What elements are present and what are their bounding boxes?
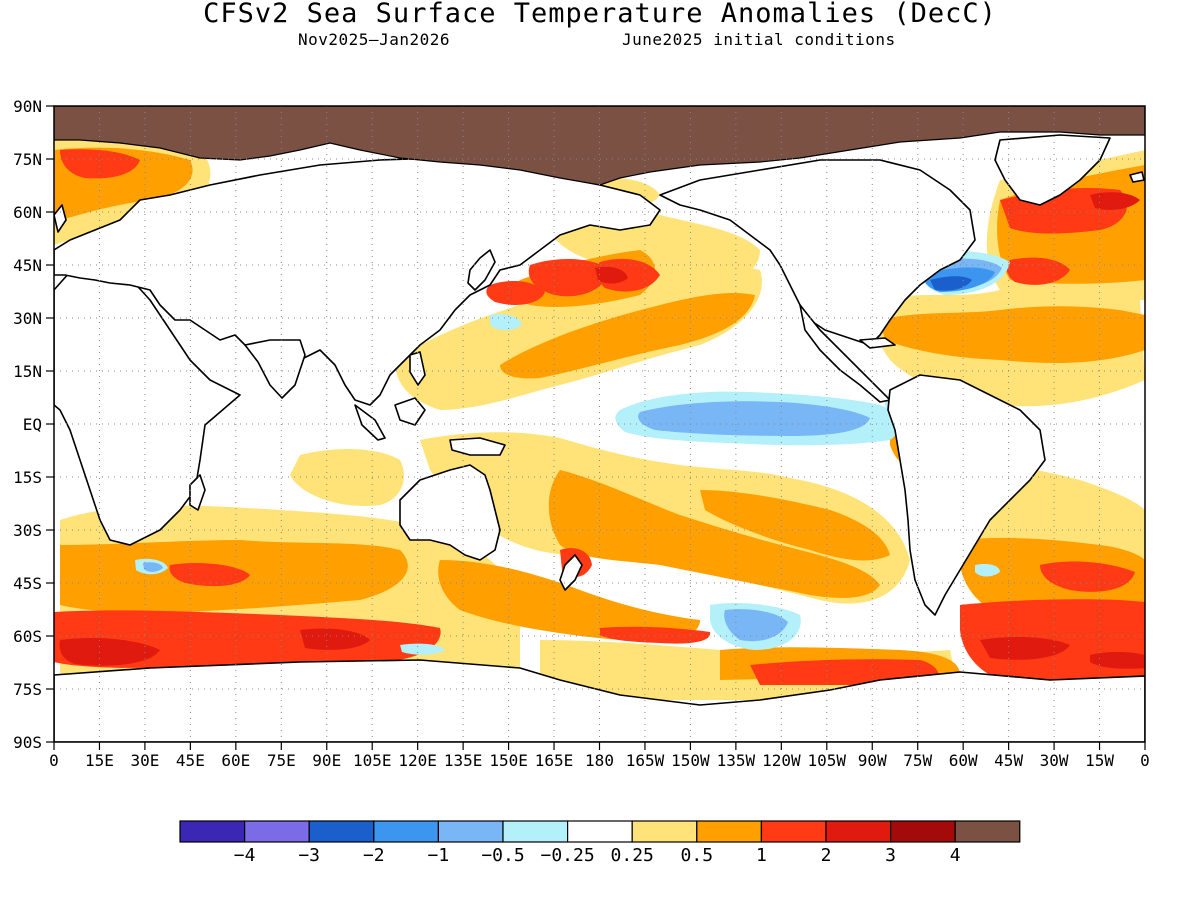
longitude-label: 165W xyxy=(626,751,665,770)
anomaly-fill-very-hot xyxy=(59,192,1145,669)
latitude-label: EQ xyxy=(23,415,42,434)
colorbar-swatch xyxy=(502,820,569,843)
latitude-label: 90N xyxy=(13,97,42,116)
graticule xyxy=(54,106,1145,742)
colorbar-label: 0.5 xyxy=(681,845,714,866)
colorbar-label: 1 xyxy=(756,845,767,866)
antarctica xyxy=(54,659,1145,742)
longitude-label: 105E xyxy=(353,751,392,770)
colorbar-swatch xyxy=(244,820,310,843)
british-isles xyxy=(54,204,67,233)
longitude-label: 120E xyxy=(398,751,437,770)
longitude-label: 45E xyxy=(176,751,205,770)
longitude-label: 60W xyxy=(949,751,978,770)
iceland xyxy=(1129,171,1145,183)
longitude-label: 180 xyxy=(585,751,614,770)
cuba xyxy=(859,337,896,349)
longitude-label: 150W xyxy=(671,751,710,770)
eurasia xyxy=(54,157,661,406)
longitude-label: 150E xyxy=(489,751,528,770)
longitude-label: 75W xyxy=(903,751,932,770)
colorbar-label: −0.5 xyxy=(481,845,524,866)
india xyxy=(244,339,306,399)
colorbar-swatch xyxy=(760,820,827,843)
longitude-label: 135W xyxy=(717,751,756,770)
colorbar-label: 0.25 xyxy=(611,845,654,866)
colorbar-swatch xyxy=(437,820,504,843)
longitude-label: 90E xyxy=(312,751,341,770)
latitude-label: 75N xyxy=(13,150,42,169)
latitude-label: 90S xyxy=(13,733,42,752)
longitude-label: 30E xyxy=(130,751,159,770)
south-america xyxy=(887,374,1046,616)
colorbar-label: 3 xyxy=(885,845,896,866)
latitude-label: 60N xyxy=(13,203,42,222)
longitude-label: 15E xyxy=(85,751,114,770)
philippines xyxy=(409,351,426,386)
longitude-label: 105W xyxy=(808,751,847,770)
latitude-label: 30N xyxy=(13,309,42,328)
longitude-label: 120W xyxy=(762,751,801,770)
central-america xyxy=(799,304,891,403)
colorbar-swatch xyxy=(954,820,1021,843)
longitude-label: 135E xyxy=(444,751,483,770)
latitude-labels: 90N 75N 60N 45N 30N 15N EQ 15S 30S 45S 60S 75S 90S xyxy=(13,97,54,752)
colorbar-swatch xyxy=(631,820,698,843)
longitude-label: 60E xyxy=(221,751,250,770)
longitude-labels: 0 15E 30E 45E 60E 75E 90E 105E 120E 135E 150E 165E 1… xyxy=(49,742,1150,770)
colorbar-swatch xyxy=(308,820,375,843)
australia xyxy=(399,464,501,561)
colorbar-swatch xyxy=(179,820,246,843)
latitude-label: 45N xyxy=(13,256,42,275)
initial-conditions: June2025 initial conditions xyxy=(622,30,896,49)
colorbar-label: −3 xyxy=(298,845,320,866)
arctic-mask xyxy=(54,106,1145,186)
japan xyxy=(467,249,496,291)
latitude-label: 30S xyxy=(13,521,42,540)
colorbar-swatch xyxy=(889,820,956,843)
longitude-label: 75E xyxy=(267,751,296,770)
longitude-label: 0 xyxy=(49,751,59,770)
colorbar: −4 −3 −2 −1 −0.5 −0.25 0.25 0.5 1 2 3 4 xyxy=(179,820,1021,866)
colorbar-swatch xyxy=(696,820,762,843)
colorbar-swatch xyxy=(566,820,633,843)
north-america xyxy=(659,159,976,346)
colorbar-label: −4 xyxy=(234,845,256,866)
latitude-label: 60S xyxy=(13,627,42,646)
colorbar-label: −0.25 xyxy=(541,845,595,866)
colorbar-label: −1 xyxy=(428,845,450,866)
colorbar-swatch xyxy=(825,820,892,843)
new-guinea xyxy=(449,437,506,456)
sumatra xyxy=(354,404,386,441)
latitude-label: 15N xyxy=(13,362,42,381)
colorbar-label: 2 xyxy=(821,845,832,866)
longitude-label: 0 xyxy=(1140,751,1150,770)
colorbar-label: 4 xyxy=(950,845,961,866)
latitude-label: 15S xyxy=(13,468,42,487)
longitude-label: 90W xyxy=(858,751,887,770)
land-masses xyxy=(54,134,1145,742)
longitude-label: 45W xyxy=(994,751,1023,770)
greenland xyxy=(994,134,1111,206)
chart-title: CFSv2 Sea Surface Temperature Anomalies … xyxy=(203,0,997,29)
longitude-label: 165E xyxy=(535,751,574,770)
forecast-period: Nov2025—Jan2026 xyxy=(298,30,450,49)
longitude-label: 15W xyxy=(1085,751,1114,770)
new-zealand xyxy=(559,554,583,591)
latitude-label: 45S xyxy=(13,574,42,593)
anomaly-fill-extreme-cold xyxy=(930,276,972,291)
latitude-label: 75S xyxy=(13,680,42,699)
longitude-label: 30W xyxy=(1040,751,1069,770)
colorbar-swatch xyxy=(373,820,439,843)
colorbar-label: −2 xyxy=(363,845,385,866)
